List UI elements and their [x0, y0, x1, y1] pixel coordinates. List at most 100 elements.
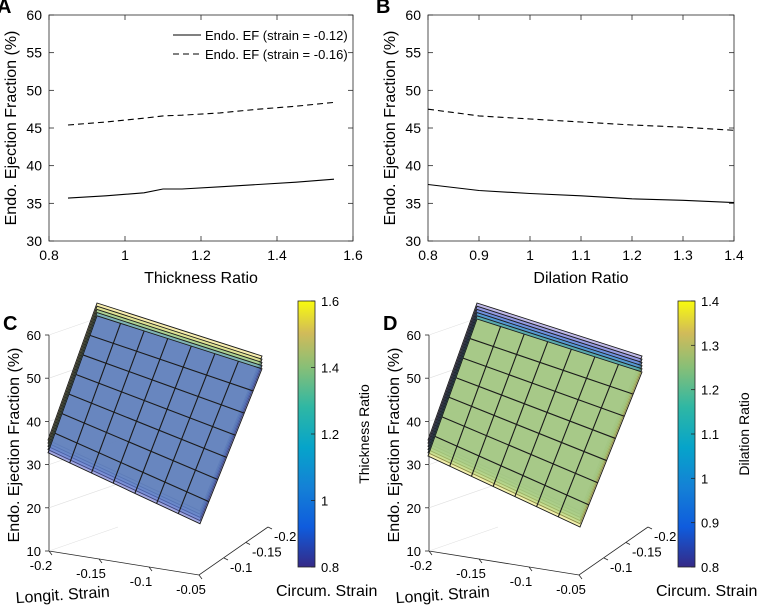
x-axis-title: Longit. Strain	[395, 584, 490, 607]
y-tick-label: 60	[26, 7, 42, 23]
x-axis-title: Dilation Ratio	[533, 270, 628, 287]
x-tick-label: -0.1	[130, 574, 152, 589]
x-tick-mark	[48, 550, 53, 556]
colorbar-tick-label: 1.1	[701, 427, 719, 442]
y-tick-label: 55	[405, 45, 421, 61]
z-grid-line	[48, 483, 119, 509]
x-tick-mark	[98, 558, 103, 564]
x-tick-label: -0.2	[30, 558, 52, 573]
z-tick-label: 30	[27, 458, 41, 473]
surface-mesh-line	[470, 333, 525, 477]
colorbar-tick-label: 0.9	[701, 516, 719, 531]
surface-mesh-line	[492, 341, 549, 487]
y-tick-label: 35	[26, 195, 42, 211]
surface-mesh-line	[177, 361, 239, 514]
colorbar-tick-label: 1	[321, 494, 328, 509]
x-tick-label: 1.4	[724, 247, 744, 263]
z-tick-label: 10	[27, 544, 41, 559]
surface-mesh-line	[557, 364, 619, 518]
surface-layer	[47, 315, 263, 525]
x-tick-mark	[478, 558, 483, 564]
y-tick-label: 50	[405, 82, 421, 98]
y-tick-label: 50	[26, 82, 42, 98]
x-tick-label: -0.05	[176, 582, 206, 597]
surface-mesh-line	[441, 416, 598, 484]
colorbar-tick-label: 1.2	[701, 383, 719, 398]
x-tick-mark	[148, 566, 153, 572]
z-grid-line	[48, 526, 119, 552]
colorbar-tick-label: 1.3	[701, 338, 719, 353]
colorbar-tick-label: 0.8	[701, 560, 719, 575]
panel-a: 0.8 1 1.2 1.4 1.6 30 35 40 45 50 55 60 Thickness Rat…	[0, 0, 363, 287]
x-tick-label: 1.6	[343, 247, 363, 263]
x-tick-mark	[428, 550, 433, 556]
surface-mesh-line	[61, 413, 218, 481]
y-tick-label: -0.1	[230, 560, 252, 575]
y-tick-label: 55	[26, 45, 42, 61]
x-tick-label: -0.15	[456, 566, 486, 581]
surface-mesh-line	[434, 435, 590, 506]
series-line-solid	[67, 178, 335, 199]
x-tick-mark	[578, 574, 583, 580]
x-tick-label: 1	[526, 247, 534, 263]
y-tick-label: -0.2	[654, 529, 676, 544]
z-axis-title: Endo. Ejection Fraction (%)	[386, 348, 403, 543]
colorbar-tick-label: 0.8	[321, 560, 339, 575]
y-tick-mark	[267, 526, 273, 530]
y-tick-label: -0.2	[274, 529, 296, 544]
x-tick-label: 1.4	[267, 247, 287, 263]
colorbar-tick-label: 1.4	[701, 294, 719, 309]
panel-b: 0.8 0.9 1 1.1 1.2 1.3 1.4 30 35 40 45 50 55 60 Dilatio…	[376, 0, 744, 287]
z-tick-label: 10	[407, 544, 421, 559]
panel-label: D	[383, 313, 397, 335]
x-tick-label: -0.15	[76, 566, 106, 581]
y-tick-label: -0.15	[252, 545, 282, 560]
x-tick-label: 0.8	[418, 247, 438, 263]
z-axis-title: Endo. Ejection Fraction (%)	[6, 348, 23, 543]
y-tick-label: 60	[405, 7, 421, 23]
y-tick-mark	[625, 542, 631, 545]
x-tick-label: 1.2	[622, 247, 642, 263]
x-tick-label: 1.3	[673, 247, 693, 263]
y-tick-mark	[223, 557, 229, 561]
surface-mesh-line	[54, 432, 210, 503]
x-tick-label: 0.8	[39, 247, 59, 263]
legend-entry: Endo. EF (strain = -0.16)	[205, 47, 348, 62]
surface-mesh-line	[82, 354, 245, 414]
z-tick-label: 30	[407, 458, 421, 473]
surface-mesh-line	[449, 326, 502, 467]
panel-label: A	[0, 0, 11, 18]
colorbar-tick-label: 1.4	[321, 361, 339, 376]
surface-mesh-line	[455, 377, 616, 439]
y-tick-mark	[603, 557, 609, 561]
series-line-dashed	[67, 101, 335, 126]
y-tick-label: 30	[26, 233, 42, 249]
x-tick-label: 1	[121, 247, 129, 263]
surface-mesh-line	[156, 353, 216, 504]
y-tick-label: -0.15	[632, 545, 662, 560]
series-line-solid	[427, 183, 735, 204]
surface-mesh-line	[536, 356, 596, 507]
colorbar-title: Thickness Ratio	[356, 384, 372, 484]
surface-mesh-line	[68, 393, 227, 458]
x-tick-mark	[198, 574, 203, 580]
z-tick-label: 60	[27, 328, 41, 343]
colorbar-tick-label: 1.6	[321, 294, 339, 309]
z-tick-label: 20	[27, 501, 41, 516]
z-tick-label: 20	[407, 501, 421, 516]
z-tick-label: 40	[407, 414, 421, 429]
y-tick-label: 45	[405, 120, 421, 136]
z-tick-label: 40	[27, 414, 41, 429]
surface-mesh-line	[469, 338, 634, 395]
y-axis-title: Endo. Ejection Fraction (%)	[3, 31, 20, 226]
z-tick-label: 60	[407, 328, 421, 343]
y-tick-label: 35	[405, 195, 421, 211]
legend-entry: Endo. EF (strain = -0.12)	[205, 28, 348, 43]
x-tick-label: 0.9	[469, 247, 489, 263]
x-axis-title: Longit. Strain	[15, 584, 110, 607]
y-tick-mark	[245, 542, 251, 545]
z-grid-line	[428, 526, 499, 552]
x-tick-mark	[528, 566, 533, 572]
x-axis-title: Thickness Ratio	[144, 270, 258, 287]
z-tick-label: 50	[27, 371, 41, 386]
